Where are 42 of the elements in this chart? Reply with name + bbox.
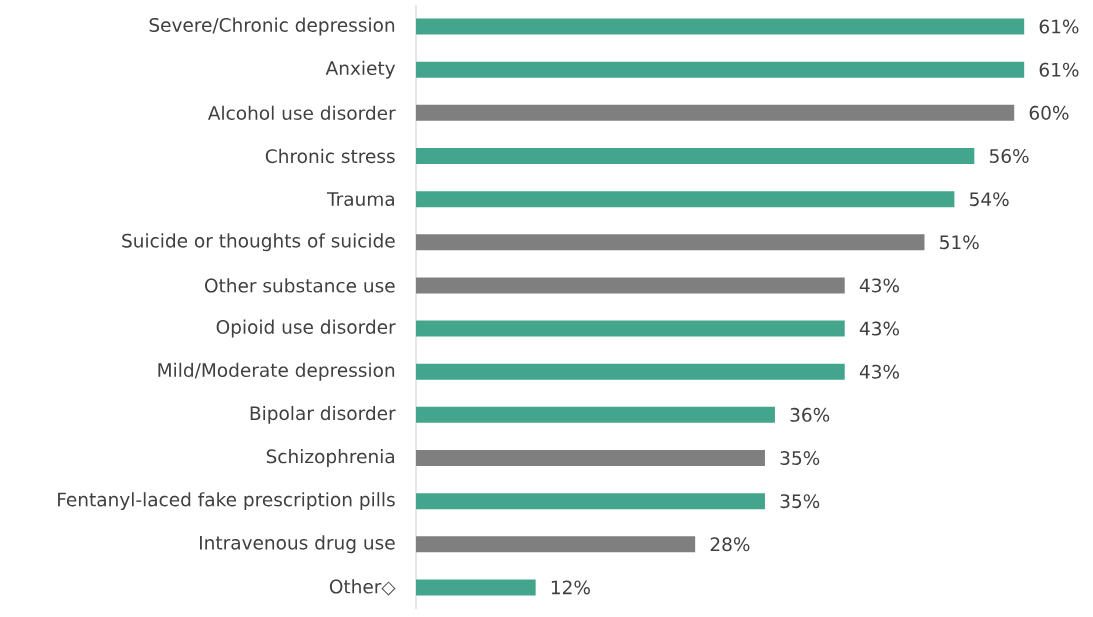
- bar: [416, 449, 765, 466]
- y-tick-label: Alcohol use disorder: [207, 105, 396, 121]
- y-tick-label: Opioid use disorder: [216, 319, 396, 338]
- bar: [416, 536, 696, 553]
- data-label: 36%: [790, 407, 830, 422]
- data-label: 54%: [970, 192, 1009, 207]
- y-tick-label: Intravenous drug use: [200, 535, 395, 554]
- bar: [416, 104, 1015, 121]
- bar: [416, 320, 845, 337]
- data-label: 61%: [1039, 62, 1079, 77]
- data-label: 61%: [1039, 19, 1079, 34]
- data-label: 60%: [1029, 105, 1069, 120]
- bar: [416, 406, 775, 423]
- data-label: 56%: [989, 148, 1029, 163]
- y-tick-label: Other◇: [329, 579, 396, 596]
- data-label: 43%: [859, 321, 900, 336]
- y-tick-label: Bipolar disorder: [250, 405, 396, 424]
- data-label: 51%: [940, 235, 979, 250]
- y-tick-label: Fentanyl-laced fake prescription pills: [58, 492, 395, 511]
- data-label: 28%: [710, 537, 750, 552]
- y-tick-label: Other substance use: [205, 278, 395, 293]
- bar: [416, 493, 765, 510]
- data-label: 35%: [780, 494, 820, 509]
- bar: [416, 234, 925, 251]
- data-label: 43%: [859, 364, 900, 379]
- bar: [416, 18, 1025, 35]
- bar: [416, 61, 1025, 78]
- bar: [416, 579, 536, 596]
- y-tick-label: Mild/Moderate depression: [158, 362, 395, 381]
- bar: [416, 148, 975, 164]
- y-tick-label: Chronic stress: [265, 148, 395, 164]
- data-label: 35%: [780, 450, 820, 465]
- y-tick-label: Trauma: [326, 192, 394, 207]
- data-label: 43%: [859, 278, 900, 293]
- data-label: 12%: [551, 580, 590, 595]
- bar: [416, 277, 845, 294]
- y-tick-label: Suicide or thoughts of suicide: [122, 233, 395, 252]
- bar: [416, 363, 845, 380]
- y-tick-label: Schizophrenia: [266, 449, 394, 467]
- y-tick-label: Severe/Chronic depression: [149, 17, 395, 36]
- bar: [416, 191, 955, 208]
- y-tick-label: Anxiety: [325, 60, 396, 79]
